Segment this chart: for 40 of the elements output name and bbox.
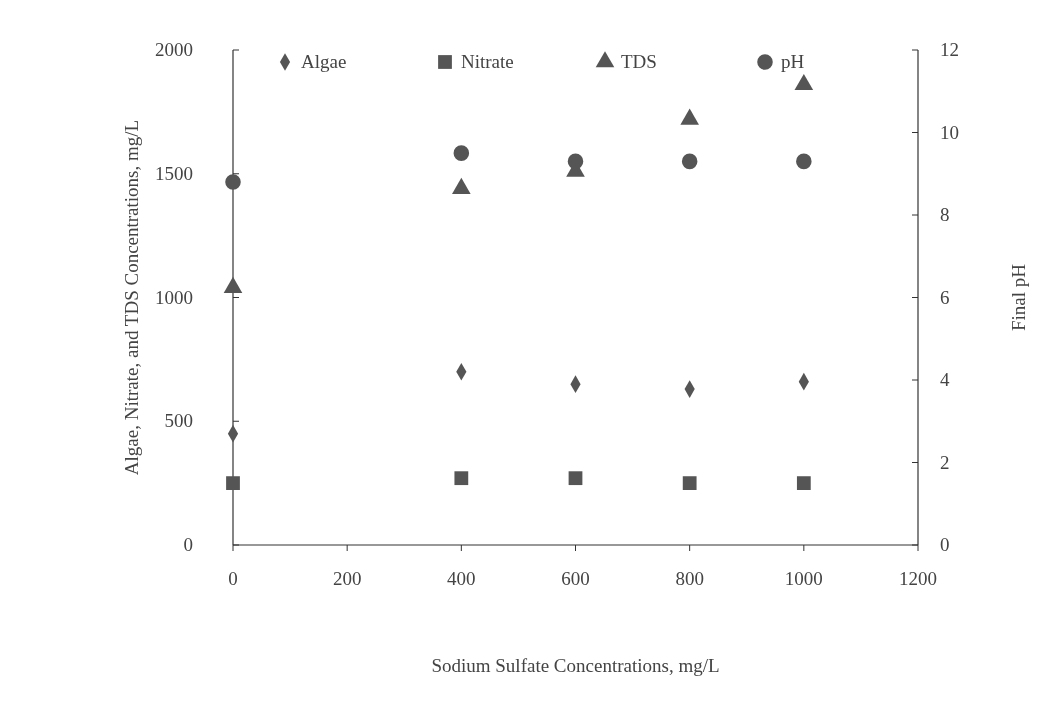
y-axis-title: Algae, Nitrate, and TDS Concentrations, mg/L [121,119,142,476]
y2-tick-label: 6 [940,286,950,308]
y2-tick-label: 2 [940,451,950,473]
point [226,476,240,491]
y-tick-label: 1000 [155,286,193,308]
y2-axis-title: Final pH [1008,263,1029,332]
x-tick-label: 400 [447,568,476,589]
x-tick-label: 0 [228,568,238,589]
x-tick-label: 1000 [784,568,823,589]
point [794,73,814,91]
point [796,153,812,170]
point [223,276,243,293]
legend-label: pH [781,51,805,72]
y-tick-label: 2000 [155,39,193,60]
y-tick-label: 1500 [155,162,193,184]
y2-tick-label: 8 [940,204,950,225]
point [452,177,471,194]
y2-tick-label: 0 [940,534,950,555]
y2-tick-label: 4 [940,369,950,390]
legend-label: Nitrate [461,51,514,72]
x-tick-label: 200 [332,568,362,589]
x-tick-label: 800 [675,568,704,589]
y2-tick-label: 10 [940,121,959,143]
legend-label: TDS [621,51,657,72]
point [796,476,811,491]
y2-tick-label: 12 [940,39,959,60]
legend-label: Algae [301,51,347,72]
point [682,476,697,491]
point [680,108,699,125]
x-tick-label: 600 [561,568,590,589]
point [681,153,698,170]
x-tick-label: 1200 [899,568,937,589]
y-tick-label: 0 [183,534,193,555]
y-tick-label: 500 [164,410,193,432]
x-axis-title: Sodium Sulfate Concentrations, mg/L [431,655,720,676]
point [453,145,470,161]
point [225,174,241,190]
point [454,471,469,486]
point [567,153,584,170]
point [568,471,583,486]
